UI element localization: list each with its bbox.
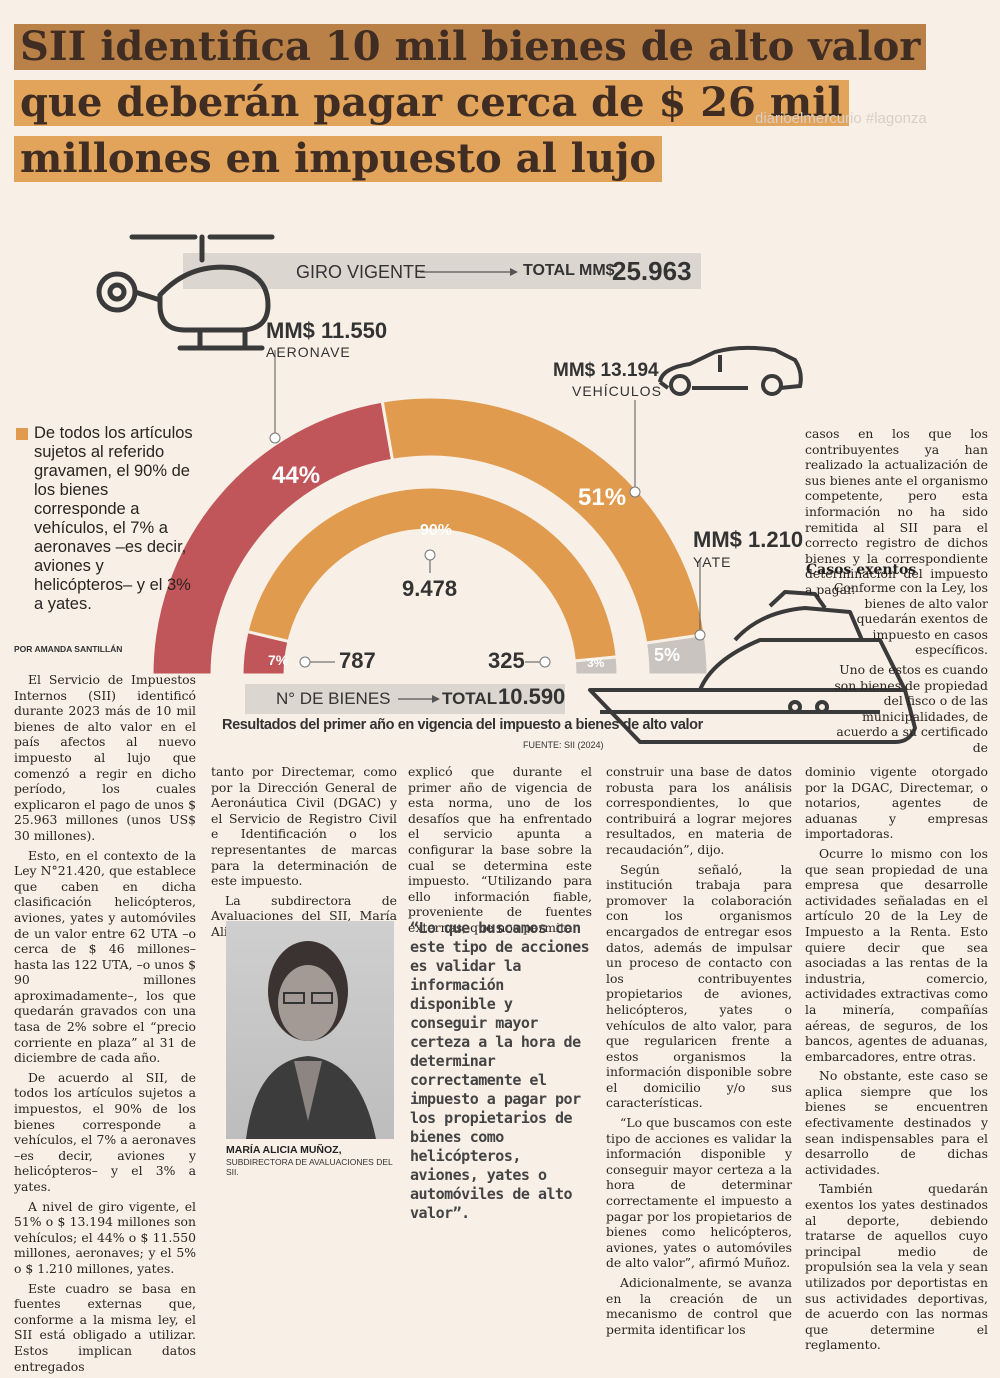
nbienes-total-prefix: TOTAL bbox=[442, 689, 498, 708]
leader-dot-yate bbox=[694, 629, 706, 641]
column-5-bottom: dominio vigente otorgado por la DGAC, Di… bbox=[805, 764, 988, 1357]
col4-paragraph: Según señaló, la institución trabaja par… bbox=[606, 861, 792, 1111]
leader-dot-count-aeronave bbox=[299, 656, 311, 668]
column-3: explicó que durante el primer año de vig… bbox=[408, 764, 592, 940]
column-5-wrap: Conforme con la Ley, los bienes de alto … bbox=[832, 580, 988, 760]
byline: POR AMANDA SANTILLÁN bbox=[14, 644, 123, 654]
car-icon bbox=[658, 345, 803, 396]
leader-dot-vehiculos bbox=[629, 486, 641, 498]
aeronave-value: MM$ 11.550 bbox=[266, 318, 388, 343]
subhead-casos-exentos: Casos exentos bbox=[806, 562, 917, 578]
column-5-top: casos en los que los contribuyentes ya h… bbox=[805, 426, 988, 602]
count-aeronave: 787 bbox=[339, 648, 376, 673]
photo-caption-name: MARÍA ALICIA MUÑOZ, bbox=[226, 1144, 342, 1156]
pct-yate: 5% bbox=[654, 645, 681, 665]
headline-line-2: que deberán pagar cerca de $ 26 mil bbox=[14, 80, 849, 126]
nbienes-label: N° DE BIENES bbox=[276, 689, 391, 708]
inner-arc-yate bbox=[572, 655, 620, 677]
headline-line-1: SII identifica 10 mil bienes de alto val… bbox=[14, 24, 927, 70]
col5-wrap-paragraph: Conforme con la Ley, los bienes de alto … bbox=[833, 580, 988, 658]
column-4: construir una base de datos robusta para… bbox=[606, 764, 792, 1341]
pull-quote: “Lo que buscamos con este tipo de accion… bbox=[410, 919, 590, 1222]
vehiculos-label: VEHÍCULOS bbox=[572, 383, 662, 399]
lead-bullet bbox=[16, 428, 28, 440]
giro-total-value: 25.963 bbox=[612, 256, 692, 286]
pct-aeronave: 44% bbox=[272, 462, 321, 489]
infographic bbox=[96, 234, 917, 744]
col1-paragraph: El Servicio de Impuestos Internos (SII) … bbox=[14, 672, 196, 843]
portrait-figure bbox=[246, 941, 376, 1139]
pct-vehiculos: 51% bbox=[578, 484, 627, 511]
column-1: El Servicio de Impuestos Internos (SII) … bbox=[14, 672, 196, 1378]
col3-paragraph: explicó que durante el primer año de vig… bbox=[408, 764, 592, 935]
leader-dot-count-vehiculos bbox=[424, 549, 436, 561]
yacht-icon bbox=[588, 590, 917, 744]
col5-top-paragraph: casos en los que los contribuyentes ya h… bbox=[805, 426, 988, 597]
inner-pct-vehiculos: 90% bbox=[420, 522, 453, 539]
col5-bottom-paragraph: También quedarán exentos los yates desti… bbox=[805, 1181, 988, 1353]
col1-paragraph: De acuerdo al SII, de todos los artículo… bbox=[14, 1069, 196, 1194]
col4-paragraph: “Lo que buscamos con este tipo de accion… bbox=[606, 1115, 792, 1271]
leader-dot-aeronave bbox=[269, 432, 281, 444]
count-vehiculos: 9.478 bbox=[402, 576, 458, 601]
col1-paragraph: A nivel de giro vigente, el 51% o $ 13.1… bbox=[14, 1198, 196, 1276]
col5-bottom-paragraph: dominio vigente otorgado por la DGAC, Di… bbox=[805, 764, 988, 842]
nbienes-total: 10.590 bbox=[498, 684, 566, 709]
giro-label: GIRO VIGENTE bbox=[296, 262, 427, 282]
yate-value: MM$ 1.210 bbox=[693, 527, 804, 552]
infographic-source: FUENTE: SII (2024) bbox=[523, 740, 604, 750]
col4-paragraph: construir una base de datos robusta para… bbox=[606, 764, 792, 857]
outer-arc-yate bbox=[643, 632, 710, 677]
aeronave-label: AERONAVE bbox=[266, 344, 351, 360]
col5-bottom-paragraph: No obstante, este caso se aplica siempre… bbox=[805, 1068, 988, 1177]
yate-label: YATE bbox=[693, 554, 732, 570]
vehiculos-value: MM$ 13.194 bbox=[553, 360, 659, 381]
inner-donut bbox=[240, 485, 620, 677]
col5-bottom-paragraph: Ocurre lo mismo con los que sean propied… bbox=[805, 845, 988, 1064]
giro-total-prefix: TOTAL MM$ bbox=[523, 262, 615, 279]
portrait-photo bbox=[226, 921, 394, 1139]
headline-line-3: millones en impuesto al lujo bbox=[14, 136, 663, 182]
photo-caption-role: SUBDIRECTORA DE AVALUACIONES DEL SII. bbox=[226, 1157, 393, 1177]
infographic-caption: Resultados del primer año en vigencia de… bbox=[222, 717, 703, 733]
lead-paragraph: De todos los artículos sujetos al referi… bbox=[34, 424, 193, 613]
column-2: tanto por Directemar, como por la Direcc… bbox=[211, 764, 397, 944]
count-yate: 325 bbox=[488, 648, 525, 673]
nbienes-arrow-head bbox=[432, 695, 440, 703]
giro-bar bbox=[183, 253, 701, 289]
col2-paragraph: tanto por Directemar, como por la Direcc… bbox=[211, 764, 397, 889]
col1-paragraph: Esto, en el contexto de la Ley N°21.420,… bbox=[14, 847, 196, 1066]
col4-paragraph: Adicionalmente, se avanza en la creación… bbox=[606, 1275, 792, 1337]
watermark: diarioelmercurio #lagonza bbox=[755, 110, 927, 127]
helicopter-icon bbox=[96, 234, 275, 351]
col1-paragraph: Este cuadro se basa en fuentes externas … bbox=[14, 1280, 196, 1374]
inner-pct-yate: 3% bbox=[587, 656, 605, 670]
inner-pct-aeronave: 7% bbox=[268, 652, 289, 668]
inner-arc-vehiculos bbox=[245, 485, 619, 663]
col5-wrap-paragraph: Uno de estos es cuando son bienes de pro… bbox=[834, 661, 988, 755]
giro-arrow-head bbox=[510, 268, 518, 276]
leader-dot-count-yate bbox=[539, 656, 551, 668]
